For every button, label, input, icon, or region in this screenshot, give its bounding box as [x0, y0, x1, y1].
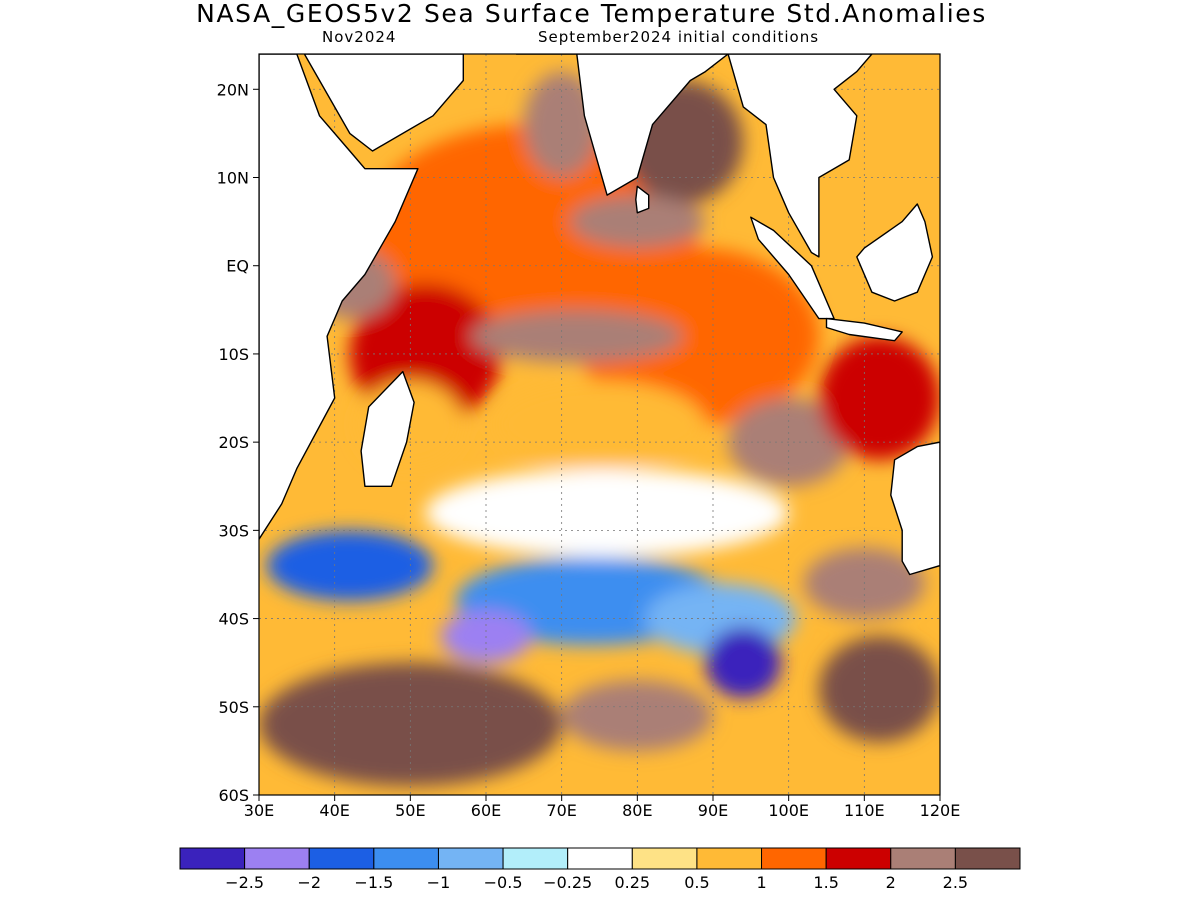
- lon-label: 80E: [622, 801, 652, 820]
- land-india: [515, 54, 729, 196]
- lat-label: 50S: [218, 698, 249, 717]
- colorbar-swatch: [179, 847, 246, 870]
- land-borneo: [856, 203, 934, 302]
- lon-label: 100E: [768, 801, 809, 820]
- lat-label: EQ: [226, 257, 249, 276]
- anomaly-region-9: [493, 380, 706, 469]
- lon-label: 50E: [395, 801, 425, 820]
- colorbar-swatch: [244, 847, 310, 870]
- colorbar-label: 1.5: [813, 873, 838, 892]
- land-java: [825, 317, 903, 342]
- colorbar-label: −0.5: [484, 873, 523, 892]
- anomaly-region-5: [569, 195, 706, 249]
- lat-label: 60S: [218, 786, 249, 805]
- lat-label: 20N: [217, 80, 249, 99]
- colorbar-swatch: [696, 847, 763, 870]
- land-australia: [890, 441, 940, 576]
- lon-label: 30E: [244, 801, 274, 820]
- colorbar-swatch: [308, 847, 375, 870]
- colorbar-label: −2: [297, 873, 321, 892]
- colorbar-label: −2.5: [225, 873, 264, 892]
- anomaly-region-18: [259, 662, 562, 787]
- colorbar-swatch: [373, 847, 439, 870]
- lat-label: 30S: [218, 521, 249, 540]
- colorbar-label: 2: [886, 873, 896, 892]
- lon-label: 120E: [920, 801, 961, 820]
- anomaly-region-11: [818, 336, 940, 460]
- colorbar-swatch: [825, 847, 892, 870]
- lon-label: 70E: [546, 801, 576, 820]
- map-title: NASA_GEOS5v2 Sea Surface Temperature Std…: [196, 0, 987, 28]
- colorbar-label: −0.25: [543, 873, 592, 892]
- anomaly-region-12: [425, 468, 789, 557]
- lat-label: 20S: [218, 433, 249, 452]
- land-africa: [259, 54, 419, 540]
- colorbar-swatch: [761, 847, 827, 870]
- anomaly-region-13: [266, 530, 434, 601]
- anomaly-region-1: [576, 248, 819, 425]
- colorbar-swatch: [502, 847, 569, 870]
- colorbar: −2.5 −2 −1.5 −1 −0.5 −0.25 0.25 0.5 1 1.5 2 2.5: [179, 847, 1021, 892]
- colorbar-label: 2.5: [943, 873, 968, 892]
- colorbar-label: 1: [756, 873, 766, 892]
- lon-label: 110E: [844, 801, 885, 820]
- colorbar-swatch: [954, 847, 1021, 870]
- anomaly-region-17: [705, 627, 782, 698]
- lon-label: 40E: [319, 801, 349, 820]
- land-sri-lanka: [635, 185, 650, 214]
- colorbar-label: −1: [427, 873, 451, 892]
- colorbar-label: 0.25: [614, 873, 650, 892]
- colorbar-swatch: [631, 847, 698, 870]
- lon-label: 90E: [698, 801, 728, 820]
- colorbar-swatch: [567, 847, 633, 870]
- land-madagascar: [360, 370, 415, 487]
- lon-label: 60E: [471, 801, 501, 820]
- lat-label: 10S: [218, 345, 249, 364]
- colorbar-label: 0.5: [684, 873, 709, 892]
- lat-label: 40S: [218, 610, 249, 629]
- forecast-month: Nov2024: [322, 28, 397, 46]
- land-arabia: [303, 54, 464, 152]
- anomaly-region-20: [818, 636, 940, 743]
- map-frame: [258, 53, 941, 796]
- colorbar-swatch: [437, 847, 504, 870]
- land-indochina: [727, 54, 873, 258]
- initial-conditions: September2024 initial conditions: [538, 28, 820, 46]
- anomaly-region-6: [470, 309, 683, 363]
- colorbar-label: −1.5: [354, 873, 393, 892]
- colorbar-swatch: [890, 847, 956, 870]
- lat-label: 10N: [217, 169, 249, 188]
- anomaly-region-3: [523, 71, 600, 178]
- landmasses: [259, 54, 940, 576]
